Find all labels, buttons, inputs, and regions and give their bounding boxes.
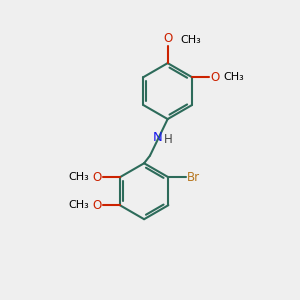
Text: O: O: [92, 199, 102, 212]
Text: O: O: [210, 70, 219, 84]
Text: CH₃: CH₃: [223, 72, 244, 82]
Text: CH₃: CH₃: [68, 172, 89, 182]
Text: O: O: [163, 32, 172, 45]
Text: CH₃: CH₃: [68, 200, 89, 210]
Text: N: N: [153, 131, 163, 144]
Text: CH₃: CH₃: [180, 35, 201, 45]
Text: H: H: [164, 133, 172, 146]
Text: O: O: [92, 171, 102, 184]
Text: Br: Br: [187, 171, 200, 184]
